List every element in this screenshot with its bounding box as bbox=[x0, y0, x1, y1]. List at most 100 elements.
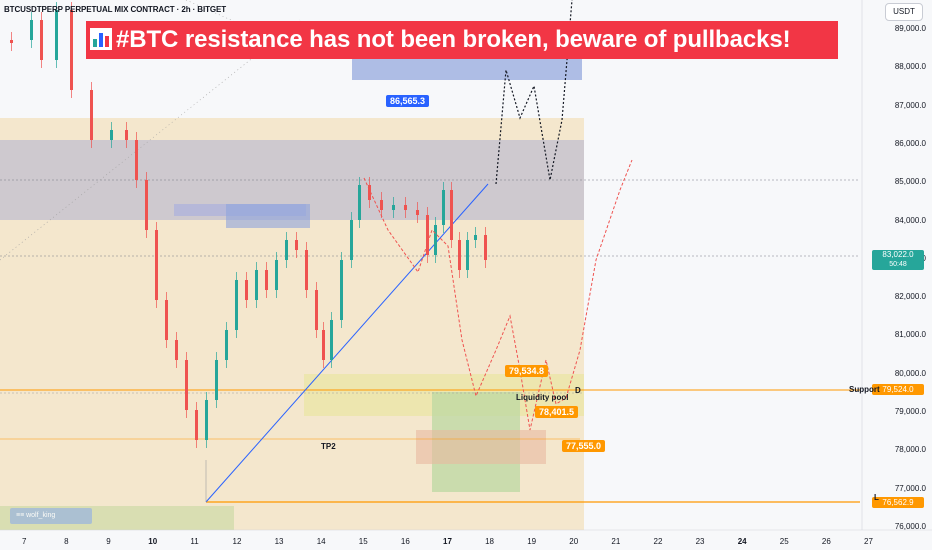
candle-body bbox=[185, 360, 188, 410]
time-tick: 16 bbox=[400, 537, 410, 546]
candle-body bbox=[275, 260, 278, 290]
price-tick: 88,000.0 bbox=[894, 62, 926, 72]
candle-body bbox=[245, 280, 248, 300]
candle-body bbox=[175, 340, 178, 360]
chart-header: BTCUSDTPERP PERPETUAL MIX CONTRACT · 2h … bbox=[0, 0, 860, 18]
candle-body bbox=[90, 90, 93, 140]
time-tick: 24 bbox=[737, 537, 747, 546]
time-tick: 17 bbox=[443, 537, 452, 546]
candle-body bbox=[205, 400, 208, 440]
candle-body bbox=[350, 220, 353, 260]
time-tick: 15 bbox=[358, 537, 368, 546]
tp2-label: TP2 bbox=[321, 442, 336, 451]
price-tick: 86,000.0 bbox=[894, 138, 926, 148]
candle-body bbox=[358, 185, 361, 220]
support-price-tag: 79,524.0 bbox=[872, 384, 924, 395]
time-tick: 12 bbox=[232, 537, 242, 546]
candle-body bbox=[225, 330, 228, 360]
candle-body bbox=[330, 320, 333, 360]
candle-body bbox=[474, 235, 477, 240]
candle-body bbox=[125, 130, 128, 140]
support-label: Support bbox=[849, 385, 880, 394]
candlesticks bbox=[10, 2, 487, 448]
candle-body bbox=[442, 190, 445, 225]
liquidity-box-lower bbox=[416, 430, 546, 464]
candle-body bbox=[458, 240, 461, 270]
liquidity-pool-label: Liquidity pool bbox=[516, 393, 569, 402]
time-tick: 20 bbox=[569, 537, 579, 546]
candle-body bbox=[404, 205, 407, 210]
time-tick: 9 bbox=[106, 537, 111, 546]
candle-body bbox=[416, 210, 419, 215]
candle-body bbox=[426, 215, 429, 255]
time-tick: 7 bbox=[22, 537, 27, 546]
l-label: L bbox=[874, 493, 879, 502]
candle-body bbox=[235, 280, 238, 330]
candle-body bbox=[392, 205, 395, 210]
time-tick: 13 bbox=[274, 537, 284, 546]
candle-body bbox=[110, 130, 113, 140]
time-tick: 14 bbox=[316, 537, 326, 546]
target-high-label[interactable]: 86,565.3 bbox=[386, 95, 430, 107]
time-tick: 21 bbox=[611, 537, 621, 546]
price-tick: 81,000.0 bbox=[894, 330, 926, 340]
candle-body bbox=[368, 185, 371, 200]
symbol-title[interactable]: BTCUSDTPERP PERPETUAL MIX CONTRACT · 2h … bbox=[4, 5, 227, 14]
target-3-label[interactable]: 77,555.0 bbox=[562, 440, 606, 452]
candle-body bbox=[165, 300, 168, 340]
price-tick: 84,000.0 bbox=[894, 215, 926, 225]
headline-text: #BTC resistance has not been broken, bew… bbox=[116, 26, 791, 53]
low-price-tag: 76,562.9 bbox=[872, 497, 924, 508]
price-tick: 78,000.0 bbox=[894, 445, 926, 455]
candle-body bbox=[215, 360, 218, 400]
author-watermark: ≡≡ wolf_king bbox=[10, 508, 92, 524]
candle-body bbox=[484, 235, 487, 260]
small-zone-2 bbox=[226, 204, 310, 228]
candle-body bbox=[155, 230, 158, 300]
headline-banner: #BTC resistance has not been broken, bew… bbox=[86, 21, 838, 59]
projection-bearish bbox=[363, 159, 633, 431]
price-tick: 85,000.0 bbox=[894, 177, 926, 187]
target-2-label[interactable]: 78,401.5 bbox=[535, 406, 579, 418]
candle-body bbox=[135, 140, 138, 180]
candle-body bbox=[255, 270, 258, 300]
candle-body bbox=[315, 290, 318, 330]
candle-body bbox=[55, 10, 58, 60]
d-label: D bbox=[575, 386, 581, 395]
target-1-label[interactable]: 79,534.8 bbox=[505, 365, 549, 377]
candle-body bbox=[30, 20, 33, 40]
price-tick: 79,000.0 bbox=[894, 407, 926, 416]
time-tick: 11 bbox=[190, 537, 199, 546]
candle-body bbox=[265, 270, 268, 290]
time-tick: 22 bbox=[653, 537, 663, 546]
bar-chart-icon bbox=[90, 27, 112, 50]
time-tick: 10 bbox=[148, 537, 158, 546]
time-tick: 8 bbox=[64, 537, 69, 546]
candle-body bbox=[295, 240, 298, 250]
candle-body bbox=[195, 410, 198, 440]
current-price-tag: 83,022.0 50:48 bbox=[872, 250, 924, 270]
candle-body bbox=[285, 240, 288, 260]
candle-body bbox=[380, 200, 383, 210]
currency-selector[interactable]: USDT bbox=[885, 3, 923, 21]
time-tick: 26 bbox=[821, 537, 831, 546]
price-tick: 77,000.0 bbox=[894, 483, 926, 493]
candle-body bbox=[145, 180, 148, 230]
candle-body bbox=[40, 20, 43, 60]
time-tick: 23 bbox=[695, 537, 705, 546]
time-tick: 25 bbox=[779, 537, 789, 546]
time-tick: 27 bbox=[864, 537, 873, 546]
candle-body bbox=[340, 260, 343, 320]
price-tick: 80,000.0 bbox=[894, 368, 926, 378]
candle-body bbox=[10, 40, 13, 43]
candle-body bbox=[70, 10, 73, 90]
candle-body bbox=[466, 240, 469, 270]
candle-body bbox=[450, 190, 453, 240]
candle-body bbox=[322, 330, 325, 360]
price-tick: 76,000.0 bbox=[894, 521, 926, 531]
candle-body bbox=[434, 225, 437, 255]
price-tick: 82,000.0 bbox=[894, 292, 926, 302]
price-tick: 87,000.0 bbox=[894, 100, 926, 110]
time-tick: 18 bbox=[485, 537, 494, 546]
